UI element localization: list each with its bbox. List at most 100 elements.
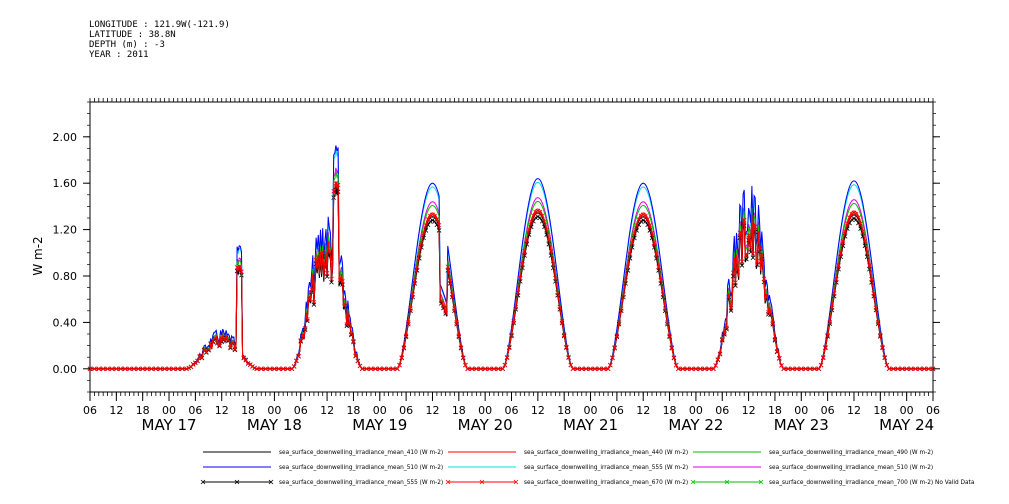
- plot-border: [89, 101, 934, 393]
- series-marker: [458, 345, 464, 350]
- series-marker: [469, 366, 475, 372]
- series-marker: [867, 266, 872, 272]
- series-marker: [588, 366, 593, 372]
- plot-metadata-header: LONGITUDE : 121.9W(-121.9) LATITUDE : 38…: [89, 20, 230, 60]
- series-marker: [417, 251, 422, 257]
- series-marker: [579, 366, 585, 372]
- x-tick-label: 06: [294, 404, 308, 417]
- series-marker: [570, 366, 576, 372]
- series-marker: [423, 222, 429, 228]
- x-tick-label: 18: [557, 404, 571, 417]
- y-tick-label: 1.20: [53, 224, 78, 237]
- series-marker: [684, 366, 690, 372]
- series-marker: [829, 305, 835, 311]
- series-marker: [206, 347, 211, 352]
- series-marker: [381, 366, 387, 372]
- series-marker: [520, 261, 525, 267]
- series-marker: [715, 357, 721, 362]
- series-marker: [228, 345, 233, 351]
- legend: sea_surface_downwelling_irradiance_mean_…: [200, 450, 975, 486]
- series-marker: [643, 213, 648, 219]
- series-marker: [856, 215, 861, 220]
- x-tick-label: 18: [452, 404, 466, 417]
- series-marker: [243, 357, 249, 363]
- series-marker: [550, 265, 556, 271]
- series-marker: [781, 366, 787, 372]
- series-marker: [335, 182, 341, 188]
- series-marker: [355, 358, 361, 364]
- x-tick-label: 12: [109, 404, 123, 417]
- series-marker: [566, 354, 571, 360]
- series-marker: [258, 366, 264, 372]
- series-marker: [226, 337, 231, 343]
- y-axis-label: W m-2: [31, 236, 45, 275]
- series-marker: [689, 366, 694, 372]
- series-marker: [272, 366, 277, 372]
- x-day-label: MAY 18: [247, 416, 302, 434]
- series-marker: [109, 366, 115, 372]
- series-marker: [722, 330, 727, 336]
- series-marker: [197, 353, 203, 359]
- series-marker: [917, 366, 923, 372]
- axis-layer: 06 12 18 00 06 12 18 00 06 12 18 00 06 12 18 00 06 12 18 00…: [53, 98, 940, 434]
- series-marker: [430, 212, 435, 218]
- series-marker: [302, 326, 308, 331]
- series-marker: [447, 278, 453, 283]
- series-marker: [368, 366, 374, 372]
- series-marker: [904, 366, 909, 372]
- series-marker: [390, 366, 396, 372]
- series-marker: [291, 364, 297, 369]
- series-marker: [864, 250, 870, 255]
- series-marker: [294, 358, 299, 363]
- legend-label: sea_surface_downwelling_irradiance_mean_…: [769, 465, 933, 471]
- series-marker: [474, 366, 479, 372]
- legend-label: sea_surface_downwelling_irradiance_mean_…: [524, 480, 688, 486]
- series-marker: [322, 260, 328, 266]
- x-day-label: MAY 17: [142, 416, 197, 434]
- series-marker: [836, 263, 841, 268]
- series-marker: [263, 366, 268, 372]
- series-marker: [364, 366, 369, 372]
- series-marker: [386, 366, 391, 372]
- series-marker: [340, 279, 345, 284]
- series-marker: [425, 217, 431, 222]
- series-marker: [531, 213, 536, 219]
- series-marker: [346, 321, 352, 326]
- series-marker: [597, 366, 602, 372]
- series-marker: [509, 332, 514, 338]
- series-marker: [296, 353, 301, 359]
- series-marker: [842, 229, 848, 234]
- series-marker: [419, 240, 424, 246]
- series-marker: [149, 366, 154, 372]
- series-marker: [647, 222, 653, 228]
- series-marker: [329, 279, 334, 285]
- series-marker: [816, 366, 822, 372]
- series-marker: [555, 290, 560, 295]
- series-marker: [748, 245, 754, 251]
- legend-marker: [234, 479, 240, 485]
- series-marker: [414, 268, 420, 273]
- series-marker: [528, 219, 534, 224]
- series-marker: [443, 309, 448, 314]
- series-marker: [276, 366, 282, 372]
- x-tick-label: 00: [373, 404, 387, 417]
- series-marker: [671, 355, 677, 360]
- series-marker: [763, 292, 769, 298]
- series-marker: [575, 366, 580, 372]
- series-marker: [267, 366, 273, 372]
- series-marker: [601, 366, 606, 372]
- series-marker: [838, 250, 844, 255]
- series-marker: [759, 252, 765, 258]
- series-marker: [812, 366, 817, 372]
- series-marker: [542, 219, 547, 224]
- series-marker: [752, 224, 758, 230]
- series-marker: [307, 294, 312, 300]
- series-marker: [377, 366, 383, 372]
- x-tick-label: 06: [821, 404, 835, 417]
- series-marker: [869, 276, 874, 282]
- series-marker: [794, 366, 800, 372]
- series-marker: [465, 366, 470, 372]
- series-marker: [436, 222, 442, 228]
- series-marker: [250, 364, 255, 369]
